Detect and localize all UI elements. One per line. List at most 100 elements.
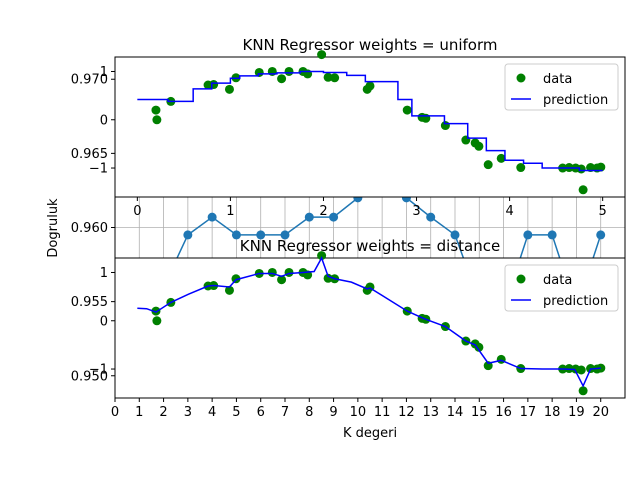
y-tick-label: 0.960 — [71, 221, 108, 236]
subplot-title: KNN Regressor weights = uniform — [243, 36, 498, 54]
data-point — [151, 306, 161, 316]
legend-prediction-label: prediction — [543, 93, 608, 108]
y-tick-label: 1 — [100, 65, 108, 80]
legend: data prediction — [504, 264, 619, 312]
data-point — [440, 121, 450, 131]
accuracy-point — [280, 230, 290, 240]
data-point — [277, 74, 287, 84]
data-point — [152, 316, 162, 326]
accuracy-point — [596, 230, 606, 240]
prediction-line — [137, 70, 603, 172]
data-point — [224, 285, 234, 295]
data-point — [578, 185, 588, 195]
data-point — [365, 81, 375, 91]
legend-box — [504, 63, 619, 111]
x-tick-label: 9 — [329, 405, 337, 420]
data-point — [578, 386, 588, 396]
x-tick-label: 20 — [592, 405, 609, 420]
x-tick-label: 0 — [133, 204, 141, 219]
y-tick-label: 0.970 — [71, 73, 108, 88]
y-axis-label: Dogruluk — [46, 198, 61, 258]
uniform-subplot: −1 0 1 0 1 2 3 4 5 KNN Regressor weights = unifor… — [89, 36, 626, 219]
data-point — [224, 84, 234, 94]
y-tick-label: 0 — [100, 113, 108, 128]
accuracy-point — [426, 212, 436, 222]
x-tick-label: 5 — [599, 204, 607, 219]
data-point — [254, 67, 264, 77]
accuracy-point — [547, 230, 557, 240]
x-tick-label: 2 — [159, 405, 167, 420]
data-point — [576, 365, 586, 375]
x-tick-label: 7 — [281, 405, 289, 420]
data-point — [474, 141, 484, 151]
data-point — [267, 267, 277, 277]
data-point — [317, 251, 327, 261]
accuracy-point — [329, 212, 339, 222]
x-tick-label: 3 — [184, 405, 192, 420]
x-tick-label: 4 — [208, 405, 216, 420]
accuracy-point — [231, 230, 241, 240]
y-tick-label: 1 — [100, 266, 108, 281]
accuracy-point — [256, 230, 266, 240]
prediction-line — [137, 256, 601, 388]
y-tick-label: 0.955 — [71, 295, 108, 310]
subplot-frame — [114, 257, 626, 399]
x-tick-label: 15 — [471, 405, 488, 420]
data-point — [152, 115, 162, 125]
legend-data-label: data — [543, 72, 572, 87]
x-tick-label: 10 — [350, 405, 367, 420]
x-tick-label: 0 — [111, 405, 119, 420]
y-tick-label: 0.950 — [71, 369, 108, 384]
data-point — [516, 163, 526, 173]
data-point — [461, 135, 471, 145]
x-tick-label: 2 — [319, 204, 327, 219]
data-point — [317, 50, 327, 60]
x-tick-label: 1 — [135, 405, 143, 420]
legend-data-marker — [516, 274, 526, 284]
data-point — [284, 66, 294, 76]
data-point — [496, 354, 506, 364]
legend-box — [504, 264, 619, 312]
legend: data prediction — [504, 63, 619, 111]
subplot-title: KNN Regressor weights = distance — [240, 237, 500, 255]
x-tick-label: 16 — [495, 405, 512, 420]
data-point — [323, 72, 333, 82]
x-tick-label: 1 — [226, 204, 234, 219]
x-tick-label: 11 — [374, 405, 391, 420]
x-axis-label: K degeri — [343, 426, 397, 441]
legend-prediction-label: prediction — [543, 294, 608, 309]
legend-data-label: data — [543, 273, 572, 288]
subplot-frame — [114, 56, 626, 198]
data-point — [402, 105, 412, 115]
data-point — [151, 105, 161, 115]
y-tick-label: 0.965 — [71, 147, 108, 162]
x-tick-label: 19 — [568, 405, 585, 420]
data-point — [596, 162, 606, 172]
x-tick-label: 13 — [422, 405, 439, 420]
x-tick-label: 17 — [520, 405, 537, 420]
data-point — [330, 73, 340, 83]
x-tick-label: 18 — [544, 405, 561, 420]
accuracy-point — [450, 230, 460, 240]
x-tick-label: 5 — [232, 405, 240, 420]
data-point — [496, 153, 506, 163]
data-point — [209, 80, 219, 90]
data-point — [576, 164, 586, 174]
x-tick-label: 6 — [257, 405, 265, 420]
accuracy-point — [523, 230, 533, 240]
x-tick-label: 4 — [505, 204, 513, 219]
x-tick-label: 3 — [412, 204, 420, 219]
x-tick-label: 14 — [447, 405, 464, 420]
y-tick-label: −1 — [89, 162, 108, 177]
data-point — [231, 274, 241, 284]
x-tick-label: 12 — [398, 405, 415, 420]
accuracy-point — [304, 212, 314, 222]
accuracy-point — [183, 230, 193, 240]
legend-data-marker — [516, 73, 526, 83]
data-point — [483, 160, 493, 170]
x-tick-label: 8 — [305, 405, 313, 420]
y-tick-label: 0 — [100, 314, 108, 329]
y-tick-label: −1 — [89, 363, 108, 378]
